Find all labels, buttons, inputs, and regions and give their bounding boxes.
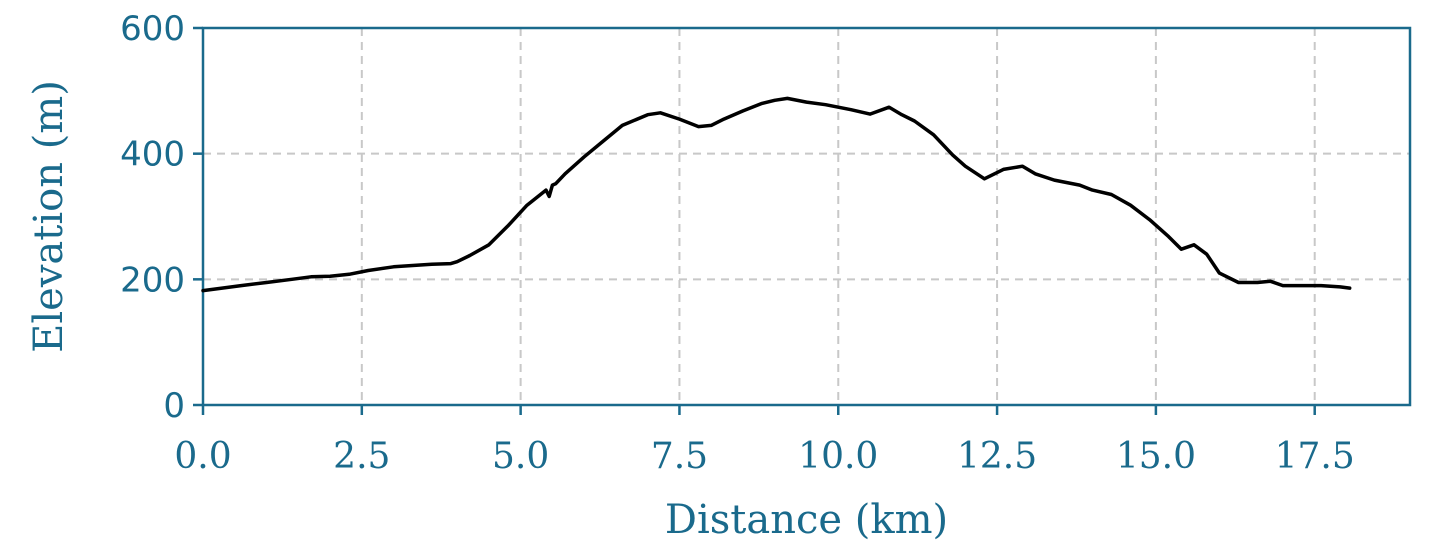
grid-lines: [203, 27, 1410, 405]
x-tick-label: 12.5: [957, 436, 1037, 477]
y-tick-label: 600: [120, 9, 185, 49]
y-tick-label: 200: [120, 260, 185, 300]
x-axis-label: Distance (km): [665, 497, 948, 540]
axis-ticks: 0.0 2.5 5.0 7.5 10.0 12.5 15.0 17.5 0 200 400 600: [120, 9, 1355, 477]
x-tick-label: 7.5: [651, 436, 708, 477]
x-tick-label: 0.0: [174, 436, 231, 477]
x-tick-label: 2.5: [333, 436, 390, 477]
x-tick-label: 17.5: [1275, 436, 1355, 477]
x-tick-label: 10.0: [798, 436, 878, 477]
y-axis-label: Elevation (m): [26, 80, 72, 353]
x-tick-label: 5.0: [492, 436, 549, 477]
y-tick-label: 400: [120, 135, 185, 175]
x-tick-label: 15.0: [1116, 436, 1196, 477]
elevation-line: [201, 96, 1352, 293]
plot-frame: [201, 26, 1412, 407]
y-tick-label: 0: [163, 386, 185, 426]
